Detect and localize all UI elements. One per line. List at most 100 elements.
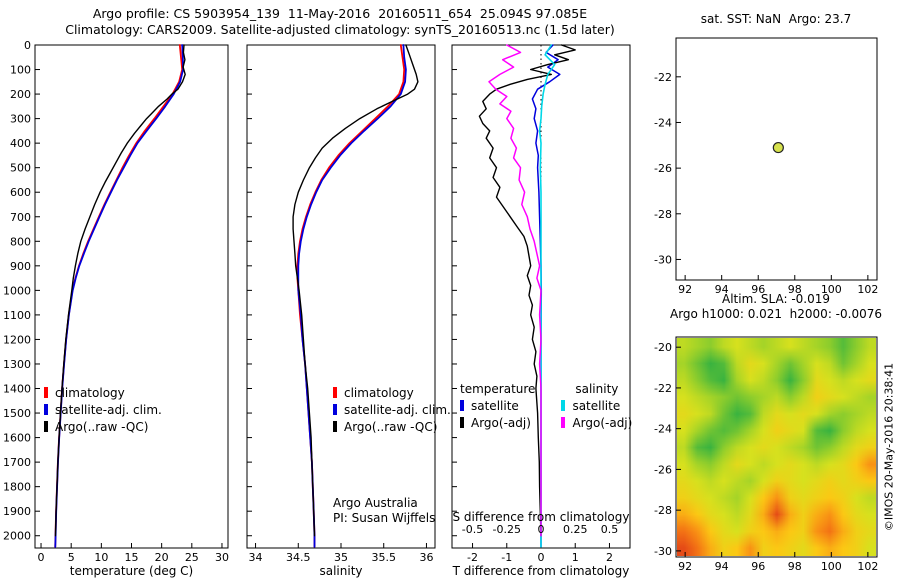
argo-height-values: Argo h1000: 0.021 h2000: -0.0076 <box>669 307 882 321</box>
x-tick-label: 102 <box>857 560 878 573</box>
y-tick-label: 400 <box>10 137 31 150</box>
satellite-t-line-swatch <box>460 400 464 411</box>
legend-item-satellite-clim: satellite-adj. clim. <box>333 401 451 418</box>
x-tick-label: 35 <box>334 551 348 564</box>
x-tick-label: 100 <box>821 560 842 573</box>
y-tick-label: 600 <box>10 186 31 199</box>
climatology-line-swatch <box>44 387 48 398</box>
legend-item-argo-s: Argo(-adj) <box>561 414 632 431</box>
x-tick-label: -2 <box>467 551 478 564</box>
x-tick-label: 1 <box>572 551 579 564</box>
y-tick-label: 500 <box>10 162 31 175</box>
x-tick-label: 20 <box>155 551 169 564</box>
x-tick-label: 2 <box>606 551 613 564</box>
argo-float-location-marker <box>772 141 784 154</box>
series-climatology <box>296 44 406 548</box>
x-tick-label: 25 <box>185 551 199 564</box>
legend-item-argo-raw: Argo(..raw -QC) <box>333 418 451 435</box>
s-axis-tick-label: 0.5 <box>601 523 619 536</box>
x-tick-label: 96 <box>751 283 765 296</box>
legend-item-satellite-clim: satellite-adj. clim. <box>44 401 162 418</box>
y-tick-label: -30 <box>654 253 672 266</box>
y-tick-label: 1300 <box>3 358 31 371</box>
argo-s-line-swatch <box>561 417 566 428</box>
temperature-profile-box <box>34 44 229 549</box>
argo-australia-line2: PI: Susan Wijffels <box>333 511 436 525</box>
y-tick-label: 1400 <box>3 383 31 396</box>
y-tick-label: 100 <box>10 64 31 77</box>
series-argo-t-diff <box>478 44 576 537</box>
y-tick-label: -22 <box>654 382 672 395</box>
legend-label: Argo(..raw -QC) <box>344 419 438 434</box>
salinity-axis-label: salinity <box>319 564 363 578</box>
legend-item-argo-raw: Argo(..raw -QC) <box>44 418 162 435</box>
x-tick-label: 94 <box>715 283 729 296</box>
y-tick-label: -30 <box>654 545 672 558</box>
x-tick-label: 34.5 <box>286 551 311 564</box>
legend-item-climatology: climatology <box>44 384 162 401</box>
argo-australia-note: Argo Australia PI: Susan Wijffels <box>333 496 435 526</box>
s-axis-tick-label: 0 <box>538 523 545 536</box>
satellite-clim-line-swatch <box>333 404 337 415</box>
series-argo-raw <box>292 44 419 537</box>
y-tick-label: 1600 <box>3 432 31 445</box>
x-tick-label: 0 <box>538 551 545 564</box>
legend-label: Argo(..raw -QC) <box>55 419 149 434</box>
s-axis-tick-label: -0.5 <box>462 523 483 536</box>
x-tick-label: 5 <box>68 551 75 564</box>
argo-t-line-swatch <box>460 417 464 428</box>
figure-title-line2: Climatology: CARS2009. Satellite-adjuste… <box>65 22 615 37</box>
series-climatology <box>54 44 184 548</box>
legend-label: satellite-adj. clim. <box>344 402 451 417</box>
salinity-profile-box <box>246 44 436 549</box>
legend-label: Argo(-adj) <box>471 415 531 430</box>
sla-heatmap <box>677 338 876 556</box>
imos-credit: ©IMOS 20-May-2016 20:38:41 <box>882 362 896 532</box>
legend-difference-plot: temperature satellite Argo(-adj) salinit… <box>460 382 632 431</box>
x-tick-label: 94 <box>715 560 729 573</box>
s-axis-tick-label: 0.25 <box>563 523 588 536</box>
x-tick-label: 30 <box>215 551 229 564</box>
x-tick-label: 10 <box>94 551 108 564</box>
x-tick-label: 100 <box>821 283 842 296</box>
sat-sst-title: sat. SST: NaN Argo: 23.7 <box>700 12 852 26</box>
legend-column-temperature: temperature satellite Argo(-adj) <box>460 382 535 431</box>
x-tick-label: 35.5 <box>371 551 396 564</box>
argo-raw-line-swatch <box>333 421 337 432</box>
y-tick-label: 0 <box>24 39 31 52</box>
legend-item-satellite-t: satellite <box>460 397 535 414</box>
y-tick-label: 2000 <box>3 530 31 543</box>
legend-temperature-profile: climatology satellite-adj. clim. Argo(..… <box>44 384 162 435</box>
legend-label: satellite <box>572 398 621 413</box>
y-tick-label: 1200 <box>3 333 31 346</box>
y-tick-label: -20 <box>654 341 672 354</box>
y-tick-label: -24 <box>654 116 672 129</box>
legend-salinity-profile: climatology satellite-adj. clim. Argo(..… <box>333 384 451 435</box>
y-tick-label: 1800 <box>3 481 31 494</box>
series-satellite-adjusted-climatology <box>54 44 185 548</box>
y-tick-label: 800 <box>10 235 31 248</box>
y-tick-label: -24 <box>654 423 672 436</box>
satellite-s-line-swatch <box>561 400 566 411</box>
argo-raw-line-swatch <box>44 421 48 432</box>
location-map-box <box>675 37 878 281</box>
climatology-line-swatch <box>333 387 337 398</box>
temperature-axis-label: temperature (deg C) <box>69 564 194 578</box>
y-tick-label: 900 <box>10 260 31 273</box>
legend-item-argo-t: Argo(-adj) <box>460 414 535 431</box>
series-argo-raw <box>54 44 186 537</box>
series-argo-s-diff <box>488 44 542 537</box>
sla-map-box <box>675 336 878 558</box>
legend-label: satellite <box>471 398 519 413</box>
x-tick-label: 92 <box>678 283 692 296</box>
x-tick-label: -1 <box>501 551 512 564</box>
y-tick-label: 1500 <box>3 407 31 420</box>
legend-label: satellite-adj. clim. <box>55 402 162 417</box>
x-tick-label: 98 <box>788 283 802 296</box>
x-tick-label: 34 <box>249 551 263 564</box>
legend-label: Argo(-adj) <box>572 415 633 430</box>
x-tick-label: 96 <box>751 560 765 573</box>
x-tick-label: 15 <box>125 551 139 564</box>
s-axis-tick-label: -0.25 <box>493 523 521 536</box>
